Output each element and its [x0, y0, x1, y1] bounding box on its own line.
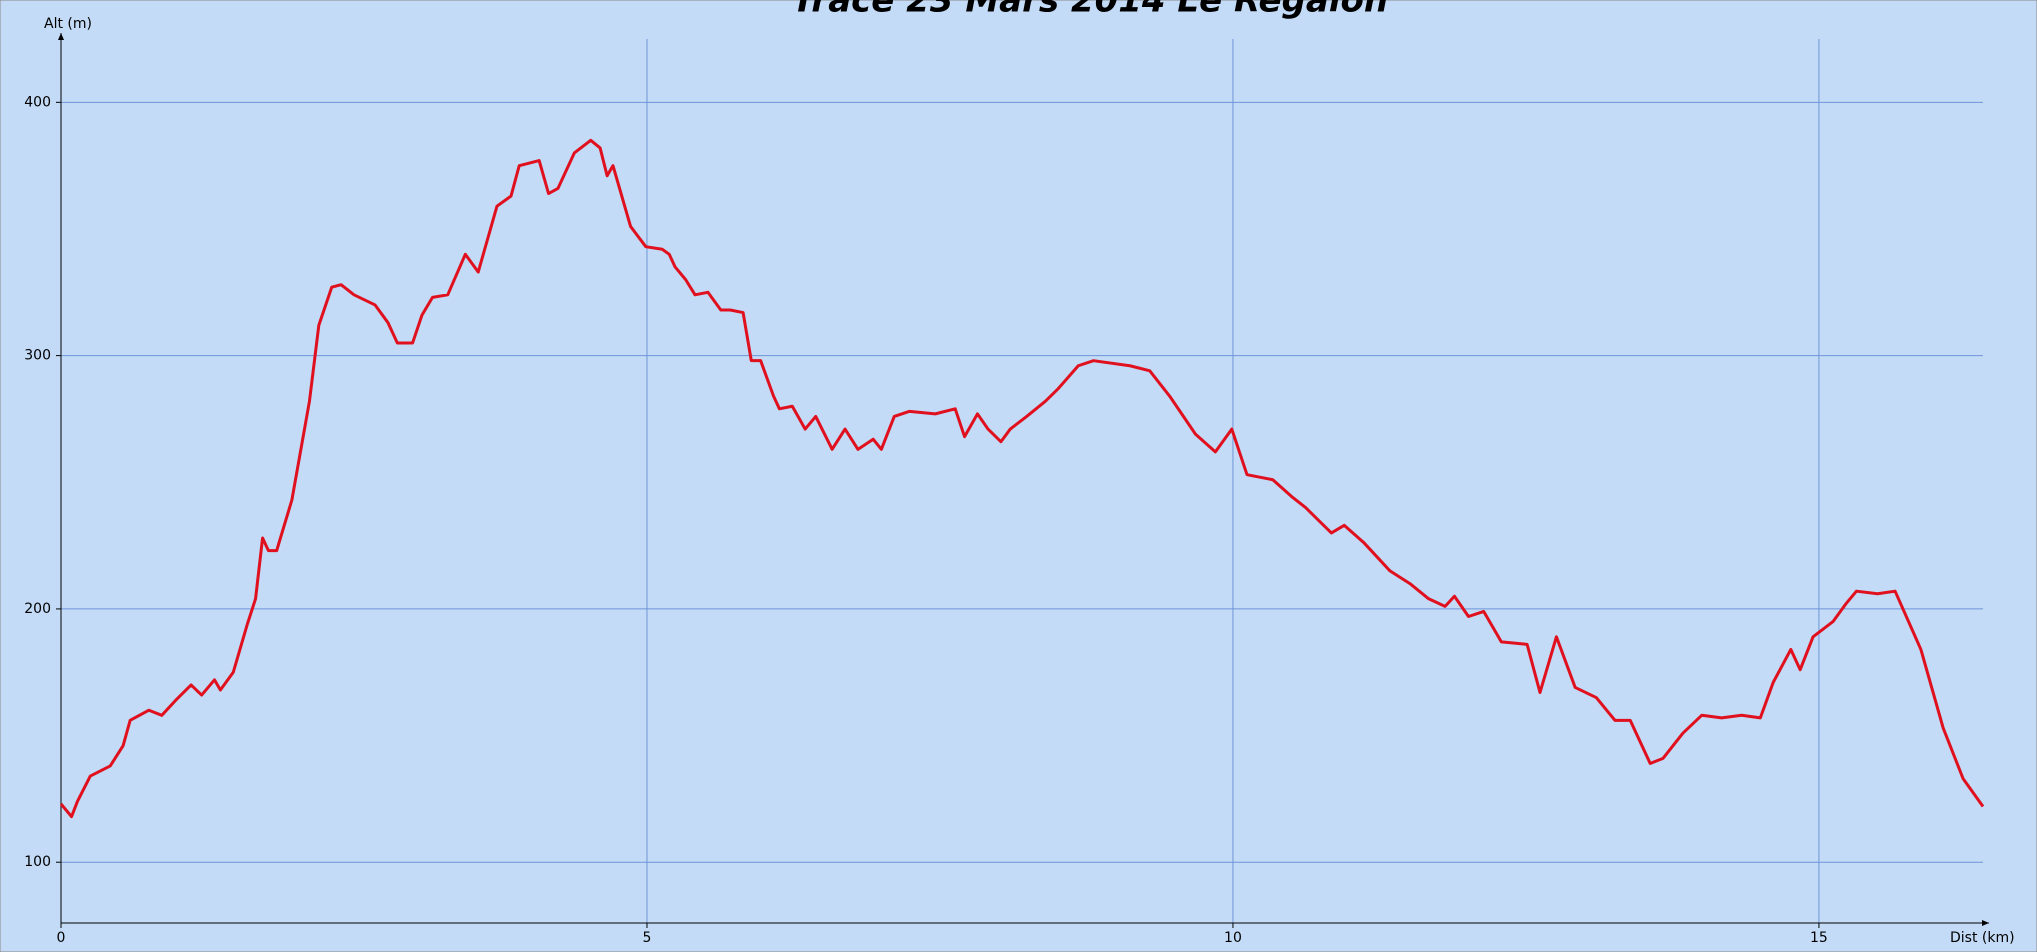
- y-axis-label: Alt (m): [44, 16, 92, 32]
- x-tick-label: 15: [1810, 930, 1828, 946]
- x-axis-label: Dist (km): [1950, 930, 2015, 946]
- x-tick-label: 0: [57, 930, 66, 946]
- elevation-line: [59, 138, 1985, 819]
- axis-arrow: [1982, 920, 1989, 926]
- chart-title: Tracé 23 Mars 2014 Le Regalon: [792, 0, 1388, 21]
- y-tick-label: 400: [24, 94, 51, 110]
- axis-arrow: [58, 33, 64, 40]
- x-tick-label: 5: [643, 930, 652, 946]
- y-tick-label: 300: [24, 348, 51, 364]
- y-tick-label: 200: [24, 601, 51, 617]
- y-tick-label: 100: [24, 854, 51, 870]
- x-tick-label: 10: [1224, 930, 1242, 946]
